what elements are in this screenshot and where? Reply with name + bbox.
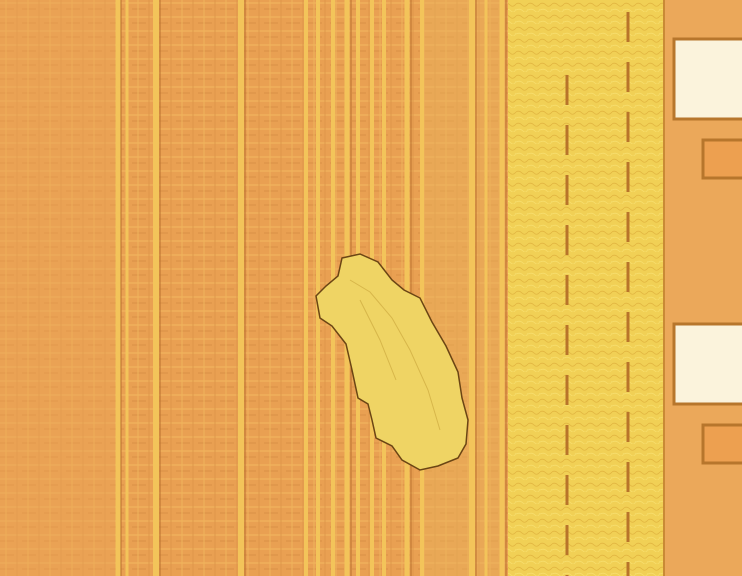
particle-texture: [349, 279, 441, 431]
bond-pads: [665, 0, 742, 576]
bus-shadows: [120, 0, 507, 576]
small-pad: [701, 423, 742, 465]
power-rail: [508, 0, 664, 576]
logic-block: [420, 0, 505, 576]
logic-block: [0, 0, 115, 576]
contamination-particle: [315, 253, 469, 471]
dashed-vias: [565, 12, 630, 576]
bond-pad: [672, 322, 742, 406]
small-pad: [701, 138, 742, 180]
bond-pad: [672, 37, 742, 121]
